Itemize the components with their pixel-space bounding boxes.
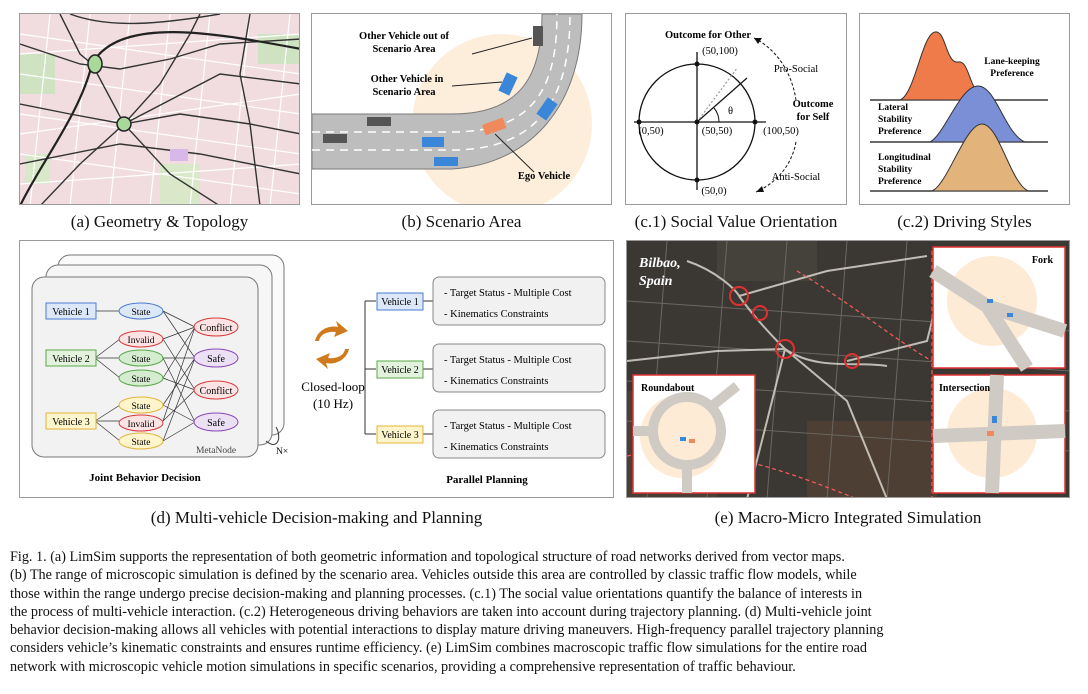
label-pro-social: Pro-Social (774, 64, 818, 75)
figure-caption: Fig. 1. (a) LimSim supports the represen… (10, 548, 1080, 676)
label-intersection: Intersection (939, 383, 991, 394)
label-city-2: Spain (639, 274, 673, 289)
road-network-map (20, 14, 299, 204)
label-outcome-other: Outcome for Other (665, 30, 751, 41)
title-parallel-planning: Parallel Planning (446, 474, 528, 486)
caption-c2: (c.2) Driving Styles (897, 212, 1032, 231)
node-conflict-2: Conflict (200, 386, 233, 397)
label-longitudinal-2: Stability (878, 165, 913, 175)
plan-2-line-1: - Target Status - Multiple Cost (444, 355, 572, 366)
label-out-area-2: Scenario Area (372, 44, 436, 55)
label-metanode: MetaNode (196, 446, 236, 456)
node-safe-2: Safe (207, 418, 225, 429)
node-invalid-1: Invalid (128, 336, 155, 346)
caption-line-4: the process of multi-vehicle interaction… (10, 603, 872, 620)
panel-c2-driving-styles: Lane-keeping Preference Lateral Stabilit… (859, 13, 1070, 205)
plan-1-line-1: - Target Status - Multiple Cost (444, 288, 572, 299)
caption-line-3: those within the range undergo precise d… (10, 585, 863, 602)
caption-line-6: considers vehicle’s kinematic constraint… (10, 640, 868, 657)
simulation-map: Bilbao, Spain Fork Roundabout (627, 241, 1069, 497)
label-outcome-self-2: for Self (797, 112, 830, 123)
label-center: (50,50) (702, 126, 733, 137)
node-state-4: State (132, 402, 151, 412)
caption-d: (d) Multi-vehicle Decision-making and Pl… (150, 508, 483, 527)
panel-b-scenario-area: Other Vehicle out of Scenario Area Other… (311, 13, 612, 205)
label-theta: θ (728, 106, 733, 117)
svo-diagram: Outcome for Other Outcome for Self (50,1… (634, 30, 834, 197)
caption-line-1: Fig. 1. (a) LimSim supports the represen… (10, 549, 845, 565)
label-right: (100,50) (763, 126, 799, 137)
node-conflict-1: Conflict (200, 323, 233, 334)
label-top: (50,100) (702, 46, 738, 57)
label-ego-vehicle: Ego Vehicle (518, 171, 571, 182)
plan-vehicle-2: Vehicle 2 (381, 365, 419, 376)
plan-vehicle-3: Vehicle 3 (381, 430, 419, 441)
label-outcome-self-1: Outcome (793, 99, 834, 110)
panel-a-road-map (19, 13, 300, 205)
label-longitudinal-1: Longitudinal (878, 153, 931, 163)
caption-line-7: network with microscopic vehicle motion … (10, 658, 796, 675)
caption-line-2: (b) The range of microscopic simulation … (10, 567, 857, 584)
scenario-area-diagram: Other Vehicle out of Scenario Area Other… (312, 14, 592, 204)
label-lateral-2: Stability (878, 115, 913, 125)
caption-c1: (c.1) Social Value Orientation (634, 212, 838, 231)
label-roundabout: Roundabout (641, 383, 695, 394)
inset-roundabout: Roundabout (632, 374, 756, 494)
caption-line-5: behavior decision-making allows all vehi… (10, 622, 884, 639)
plan-1-line-2: - Kinematics Constraints (444, 309, 548, 320)
label-longitudinal-3: Preference (878, 177, 921, 187)
panel-e-simulation: Bilbao, Spain Fork Roundabout (626, 240, 1070, 498)
title-joint-behavior: Joint Behavior Decision (89, 472, 201, 484)
label-left: (0,50) (638, 126, 664, 137)
node-state-5: State (132, 438, 151, 448)
label-closed-loop-1: Closed-loop (301, 379, 365, 394)
label-lane-keeping-2: Preference (990, 69, 1033, 79)
caption-e: (e) Macro-Micro Integrated Simulation (714, 508, 982, 527)
plan-vehicle-1: Vehicle 1 (381, 297, 419, 308)
label-closed-loop-2: (10 Hz) (313, 396, 353, 411)
label-out-area-1: Other Vehicle out of (359, 31, 449, 42)
plan-2-line-2: - Kinematics Constraints (444, 376, 548, 387)
label-lateral-1: Lateral (878, 103, 908, 113)
label-city-1: Bilbao, (638, 256, 681, 271)
node-invalid-2: Invalid (128, 420, 155, 430)
plan-3-line-1: - Target Status - Multiple Cost (444, 421, 572, 432)
panel-d-decision-planning: Vehicle 1 Vehicle 2 Vehicle 3 State Inva… (19, 240, 614, 498)
inset-fork: Fork (929, 246, 1068, 372)
label-lane-keeping-1: Lane-keeping (984, 57, 1040, 67)
node-state-1: State (132, 308, 151, 318)
vehicle-2-label: Vehicle 2 (52, 354, 90, 365)
node-state-3: State (132, 375, 151, 385)
label-anti-social: Anti-Social (772, 172, 820, 183)
caption-a: (a) Geometry & Topology (70, 212, 249, 231)
caption-b: (b) Scenario Area (401, 212, 522, 231)
vehicle-3-label: Vehicle 3 (52, 417, 90, 428)
decision-planning-diagram: Vehicle 1 Vehicle 2 Vehicle 3 State Inva… (31, 254, 606, 486)
label-bottom: (50,0) (701, 186, 727, 197)
driving-styles-diagram: Lane-keeping Preference Lateral Stabilit… (870, 31, 1048, 192)
node-state-2: State (132, 355, 151, 365)
label-in-area-1: Other Vehicle in (371, 74, 444, 85)
plan-3-line-2: - Kinematics Constraints (444, 442, 548, 453)
panel-c1-svo: Outcome for Other Outcome for Self (50,1… (625, 13, 847, 205)
inset-intersection: Intersection (932, 374, 1066, 494)
label-in-area-2: Scenario Area (372, 87, 436, 98)
vehicle-1-label: Vehicle 1 (52, 307, 90, 318)
node-safe-1: Safe (207, 354, 225, 365)
label-nx: N× (276, 447, 288, 457)
label-fork: Fork (1032, 255, 1054, 266)
label-lateral-3: Preference (878, 127, 921, 137)
